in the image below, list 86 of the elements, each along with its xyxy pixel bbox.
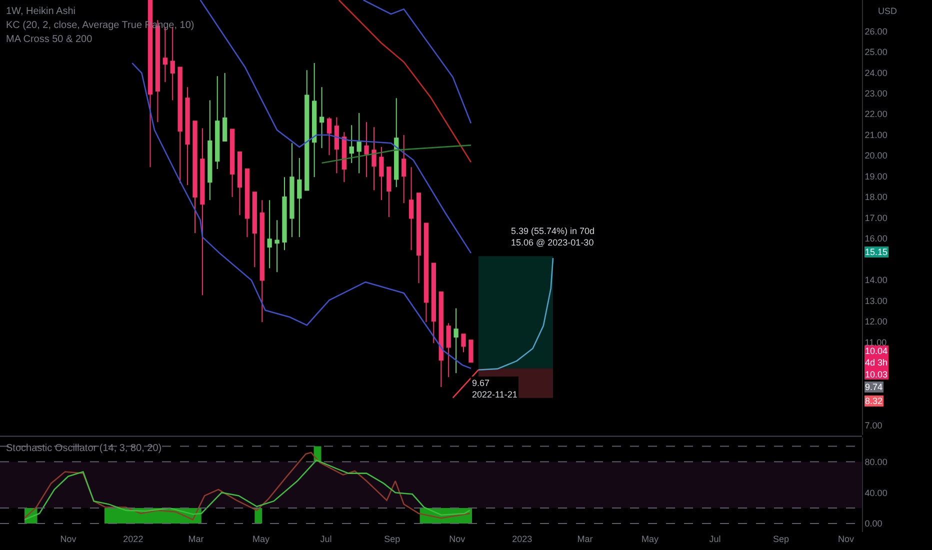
candlestick [312,62,317,178]
candlestick [424,222,429,323]
x-tick-label: 2022 [123,534,144,544]
candlestick [431,262,436,344]
candlestick [372,126,376,191]
candlestick [454,308,458,374]
y-tick-label: 17.00 [864,212,888,223]
candlestick [267,200,272,269]
candlestick [349,124,354,164]
candlestick [356,112,362,174]
text: 8.32 [865,396,883,406]
text: 10.04 4d 3h 10.03 [865,346,888,380]
x-tick-label: Nov [60,534,77,544]
candlestick [326,116,332,156]
candlestick [379,146,384,201]
candlestick [416,192,422,284]
x-tick-label: Jul [709,534,721,544]
y-tick-label: 24.00 [864,68,888,78]
y-tick-label: 40.00 [864,488,888,498]
y-tick-label: 26.00 [864,26,888,36]
annotation: Stochastic Oscillator (14, 3, 80, 20) [6,443,162,454]
candlestick [208,100,212,201]
x-tick-label: Nov [838,534,855,544]
y-tick-label: 18.00 [864,192,888,202]
x-tick-label: 2023 [512,534,532,544]
y-axis-title: USD [878,6,898,16]
x-tick-label: May [252,534,270,544]
text: 9.74 [865,382,883,392]
text: 15.15 [865,247,888,257]
candlestick [297,158,302,238]
candlestick [222,72,228,142]
y-tick-label: 20.00 [864,150,888,161]
candlestick [290,142,294,238]
line-series [338,0,472,163]
annotation: 9.67 2022-11-21 [472,378,518,400]
candlestick [402,134,406,204]
annotation: 5.39 (55.74%) in 70d 15.06 @ 2023-01-30 [511,226,595,248]
line-series [362,0,472,124]
y-tick-label: 0.00 [864,518,882,529]
x-tick-label: Mar [577,534,593,544]
y-tick-label: 25.00 [864,47,888,58]
candlestick [252,192,257,268]
candlestick [319,86,324,149]
candlestick [237,152,242,216]
candlestick [364,122,369,178]
y-tick-label: 21.00 [864,130,888,140]
y-tick-label: 7.00 [864,420,882,430]
candlestick [178,66,182,184]
candlestick [185,86,190,186]
y-tick-label: 80.00 [864,456,888,467]
candlestick [230,128,235,198]
x-tick-label: Sep [384,534,400,544]
x-tick-label: Nov [449,534,466,544]
candlestick [304,70,310,191]
candlestick [282,176,287,251]
y-tick-label: 14.00 [864,275,888,286]
x-tick-label: Jul [320,534,332,544]
candlestick [461,334,466,353]
x-tick-label: Sep [773,534,790,544]
y-tick-label: 13.00 [864,296,888,306]
y-tick-label: 16.00 [864,234,888,244]
candlestick [215,76,220,170]
candlestick [438,292,444,388]
candlestick [192,120,198,234]
candlestick [342,132,346,183]
candlestick [244,168,250,238]
candlestick [334,116,340,174]
y-tick-label: 11.00 [864,337,887,348]
candlestick [386,166,392,218]
x-tick-label: May [641,534,659,544]
y-tick-label: 23.00 [864,88,888,98]
candlestick [394,98,399,188]
line-series [200,0,472,254]
candlestick [446,322,451,378]
y-tick-label: 12.00 [864,316,888,327]
y-tick-label: 19.00 [864,171,888,182]
candlestick [200,128,205,296]
candlestick [274,220,280,273]
x-tick-label: Mar [188,534,204,544]
annotation: MA Cross 50 & 200 [6,34,93,45]
y-tick-label: 22.00 [864,109,888,120]
annotation: 1W, Heikin Ashi [6,6,76,17]
candlestick [260,200,264,323]
candlestick [468,340,474,363]
candlestick [408,166,414,251]
line-series [131,62,472,370]
